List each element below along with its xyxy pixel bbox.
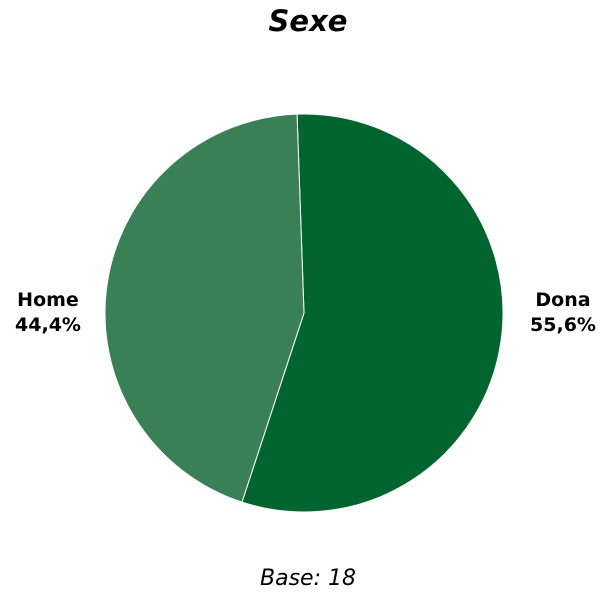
slice-category-dona: Dona <box>535 289 591 311</box>
pie-slice-dona <box>241 113 504 513</box>
chart-title: Sexe <box>268 4 348 38</box>
base-note: Base: 18 <box>260 566 356 591</box>
pie-slice-home <box>104 113 305 503</box>
slice-label-dona: Dona 55,6% <box>516 288 610 338</box>
slice-label-home: Home 44,4% <box>6 288 90 338</box>
slice-category-home: Home <box>17 289 79 311</box>
slice-value-dona: 55,6% <box>530 314 596 336</box>
slice-value-home: 44,4% <box>15 314 81 336</box>
